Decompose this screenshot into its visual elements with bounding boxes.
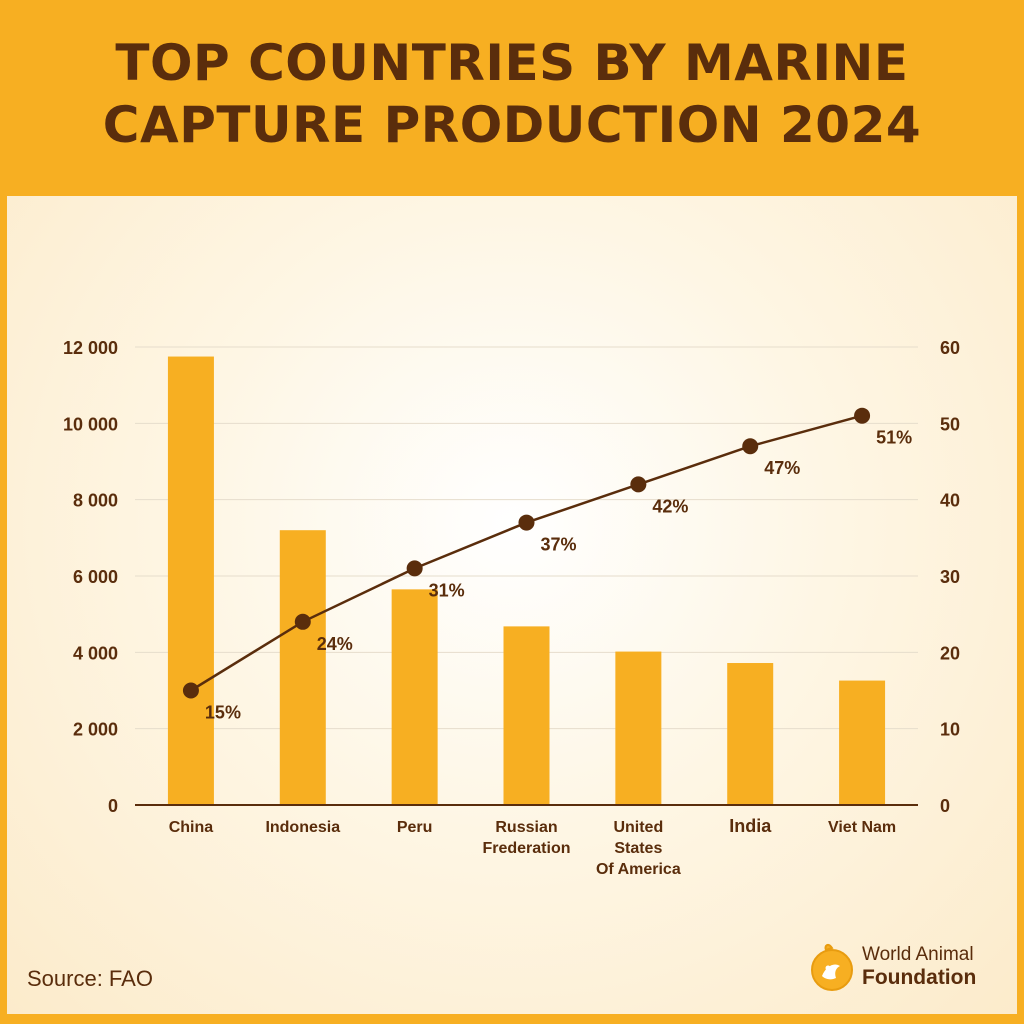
x-tick-label: Frederation [482,840,570,857]
bar [615,651,662,805]
data-label: 15% [205,703,241,723]
source-note: Source: FAO [27,966,153,991]
y-right-tick-label: 20 [940,643,960,663]
y-right-tick-label: 30 [940,567,960,587]
chart-title-line-2: CAPTURE PRODUCTION 2024 [102,96,922,154]
data-label: 47% [764,458,800,478]
line-point [182,682,199,699]
bar [279,530,326,805]
x-tick-label: Indonesia [265,819,340,836]
y-left-tick-label: 2 000 [73,720,118,740]
logo-text-line-2: Foundation [862,966,977,989]
y-right-tick-label: 0 [940,796,950,816]
y-right-tick-label: 60 [940,338,960,358]
x-tick-label: Viet Nam [828,819,896,836]
y-left-tick-label: 12 000 [63,338,118,358]
y-right-tick-label: 10 [940,720,960,740]
x-tick-label: Russian [495,819,557,836]
logo-text-line-1: World Animal [862,944,974,965]
line-point [294,613,311,630]
y-left-tick-label: 8 000 [73,491,118,511]
bar [167,356,214,805]
data-label: 42% [652,496,688,516]
x-tick-label: States [614,840,662,857]
y-left-tick-label: 10 000 [63,414,118,434]
y-left-tick-label: 6 000 [73,567,118,587]
data-label: 24% [317,634,353,654]
x-tick-label: Of America [596,861,681,878]
data-label: 51% [876,428,912,448]
chart-title-line-1: TOP COUNTRIES BY MARINE [115,34,909,92]
y-left-tick-label: 4 000 [73,643,118,663]
data-label: 37% [541,535,577,555]
x-tick-label: Peru [397,819,433,836]
x-tick-label: United [613,819,663,836]
logo: World Animal Foundation [810,938,1010,998]
line-point [854,407,871,424]
world-animal-foundation-logo-icon [811,943,853,991]
line-point [742,438,759,455]
x-tick-label: China [169,819,214,836]
bar [391,589,438,805]
y-right-tick-label: 50 [940,414,960,434]
line-point [630,476,647,493]
y-right-tick-label: 40 [940,491,960,511]
bar [839,680,886,805]
x-tick-label: India [729,816,772,836]
line-point [518,514,535,531]
chart-title: TOP COUNTRIES BY MARINE CAPTURE PRODUCTI… [0,32,1024,156]
line-point [406,560,423,577]
y-left-tick-label: 0 [108,796,118,816]
bar [503,626,550,805]
bar [727,663,774,805]
data-label: 31% [429,580,465,600]
